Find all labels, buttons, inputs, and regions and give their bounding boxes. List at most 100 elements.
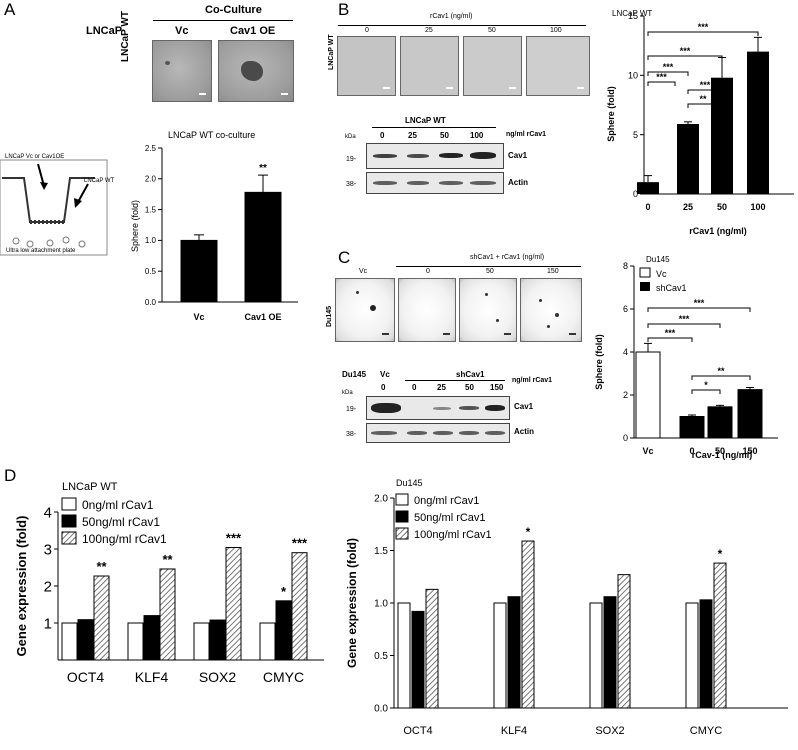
chart-d2-sig: * [718,547,723,561]
chart-c-x-tick-label: 0 [689,446,694,456]
chart-d2-legend-swatch [395,510,409,523]
chart-a-y-tick-label: 1.0 [145,236,157,245]
chart-d2-sig: * [526,525,531,539]
chart-d1-x-tick-label: CMYC [263,669,304,685]
b-blot-cav1 [366,143,504,169]
chart-d2-y-tick-label: 0.0 [374,704,388,715]
panel-label-c: C [338,248,351,267]
c-group-rule [396,266,581,267]
chart-d1-bar [275,600,292,661]
chart-b-bracket [687,103,719,108]
chart-c-sig: * [704,380,708,390]
b-dose-50: 50 [488,27,496,34]
c-micrograph-50 [459,278,517,342]
chart-b-y-tick-label: 5 [633,130,638,140]
chart-d1-sig: * [281,584,287,599]
chart-d2-x-tick-label: KLF4 [501,725,527,737]
chart-d1-bar [225,547,242,661]
chart-c-bracket [647,337,693,342]
chart-d2-legend-label: 0ng/ml rCav1 [414,495,479,507]
chart-d1-bar [193,622,210,661]
chart-c-bracket [647,323,721,328]
chart-b-sig: *** [656,72,667,82]
chart-d1-title: LNCaP WT [62,481,118,493]
chart-b-bracket [647,31,759,36]
chart-d1-x-tick-label: KLF4 [135,669,169,685]
chart-a: LNCaP WT co-culture Sphere (fold) 0.0 0.5 1.… [130,130,298,322]
chart-c-bar [679,416,705,439]
schematic-right-label: LNCaP WT [84,178,115,184]
chart-a-ylabel: Sphere (fold) [130,200,140,252]
b-micrograph-50 [463,36,522,96]
chart-a-y-tick-label: 0.5 [145,267,157,276]
chart-b-y-tick-label: 10 [628,70,638,80]
chart-d1-legend-label: 50ng/ml rCav1 [82,515,160,529]
chart-c-x-tick-label: 50 [715,446,725,456]
chart-c-bracket [691,389,721,394]
chart-d2-x-tick-label: SOX2 [595,725,624,737]
b-band-actin: Actin [508,178,528,187]
b-marker-19: 19- [346,156,357,163]
chart-d1-bar [291,552,308,661]
chart-d1-legend-label: 0ng/ml rCav1 [82,498,154,512]
chart-a-sig: ** [259,163,267,174]
chart-b-sig: *** [698,22,709,32]
chart-a-y-tick-label: 1.5 [145,205,157,214]
coculture-header: Co-Culture [205,4,262,16]
chart-a-y-tick-label: 2.5 [145,144,157,153]
chart-b-ylabel: Sphere (fold) [606,86,616,142]
chart-b-sig: ** [699,94,707,104]
b-band-cav1: Cav1 [508,151,528,160]
chart-c-legend-swatch-sh [640,282,650,291]
chart-b-bar [637,182,659,194]
col-label-vc: Vc [175,25,189,37]
b-blot-dose-50: 50 [440,131,449,140]
b-dose-100: 100 [550,27,562,34]
coculture-rule [153,20,293,21]
c-blot-dose-vc: 0 [381,383,386,392]
chart-c-y-tick-label: 8 [623,261,628,271]
c-blot-unit: ng/ml rCav1 [512,377,553,384]
chart-d2-legend-label: 100ng/ml rCav1 [414,529,492,541]
b-blot-rule [372,127,496,128]
chart-c-bracket [691,375,751,380]
chart-a-y-tick-label: 0.0 [145,298,157,307]
chart-a-x-tick-label: Cav1 OE [244,312,281,322]
chart-d1-x-tick-label: SOX2 [199,669,237,685]
chart-b-x-tick-label: 50 [717,202,727,212]
b-micrograph-0 [337,36,396,96]
row-label-lncap: LNCaP [86,25,123,37]
chart-d1-bar [127,622,144,661]
c-blot-kda: kDa [342,390,353,396]
chart-b-bracket [647,55,723,60]
chart-b-sig: *** [680,46,691,56]
chart-d1-sig: *** [226,531,242,546]
chart-d2-legend-swatch [395,493,409,506]
b-blot-unit: ng/ml rCav1 [506,131,547,138]
chart-d2-bar [425,588,439,709]
chart-d1-legend-label: 100ng/ml rCav1 [82,532,167,546]
chart-d1-y-tick-label: 3 [44,541,52,558]
chart-c-bar [635,351,661,439]
c-col-150: 150 [547,268,559,275]
c-blot-vc: Vc [380,370,390,379]
chart-d2-title: Du145 [396,478,423,488]
chart-d1-y-tick-label: 1 [44,615,52,632]
chart-c-sig: ** [717,366,725,376]
micrograph-cav1oe [218,40,294,102]
chart-d1-bar [77,619,94,661]
c-micrograph-vc [335,278,395,342]
panel-label-d: D [4,466,17,485]
chart-c-y-tick-label: 6 [623,304,628,314]
micrograph-vc [152,40,212,102]
chart-c: Du145 Sphere (fold) 0 2 4 6 8 Vc shCav1 Vc 0 50 150r… [594,255,778,460]
chart-b-y-tick-label: 15 [628,11,638,21]
chart-b-y-tick-label: 0 [633,189,638,199]
chart-d1-x-tick-label: OCT4 [67,669,105,685]
chart-d2-x-tick-label: OCT4 [403,725,432,737]
chart-d1-y-tick-label: 2 [44,578,52,595]
b-blot-title: LNCaP WT [405,116,446,125]
b-dose-25: 25 [425,27,433,34]
chart-d1-bar [209,619,226,661]
c-col-0: 0 [426,268,430,275]
